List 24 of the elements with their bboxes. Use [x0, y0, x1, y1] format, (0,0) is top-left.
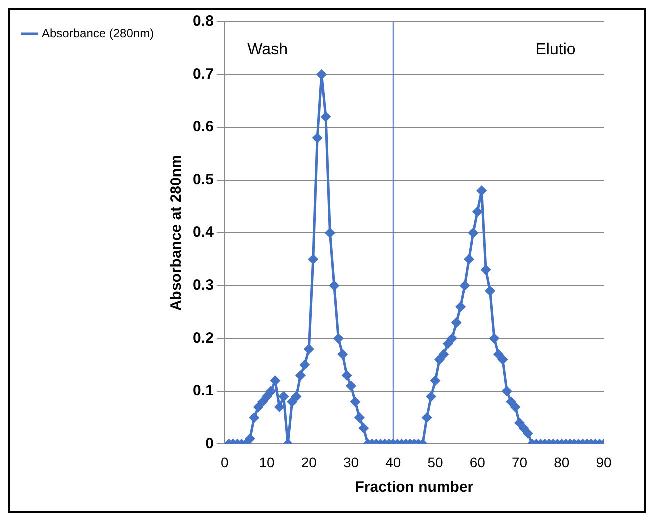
y-tick-label: 0.1 [193, 382, 214, 400]
y-tick-label: 0.2 [193, 330, 214, 347]
x-tick-label: 90 [596, 454, 612, 470]
y-axis-title: Absorbance at 280nm [168, 155, 186, 312]
x-tick-label: 0 [221, 454, 230, 470]
x-tick-label: 40 [386, 454, 402, 470]
x-tick-label: 10 [259, 454, 276, 470]
legend-label: Absorbance (280nm) [42, 26, 154, 40]
x-tick-label: 30 [343, 454, 360, 470]
x-tick-label: 70 [512, 454, 528, 470]
y-tick-label: 0.8 [193, 13, 214, 30]
x-axis-title: Fraction number [355, 479, 474, 496]
y-tick-label: 0.3 [193, 277, 214, 294]
x-tick-label: 20 [301, 454, 318, 470]
y-tick-label: 0.5 [193, 171, 214, 188]
annotation: Elutio [536, 41, 576, 58]
x-tick-label: 80 [554, 454, 570, 470]
y-tick-label: 0.7 [193, 66, 214, 83]
annotation: Wash [248, 41, 288, 58]
x-tick-label: 50 [428, 454, 444, 470]
y-tick-label: 0.4 [193, 224, 215, 242]
x-tick-label: 60 [470, 454, 486, 470]
y-tick-label: 0 [206, 435, 214, 452]
y-tick-label: 0.6 [193, 118, 214, 136]
